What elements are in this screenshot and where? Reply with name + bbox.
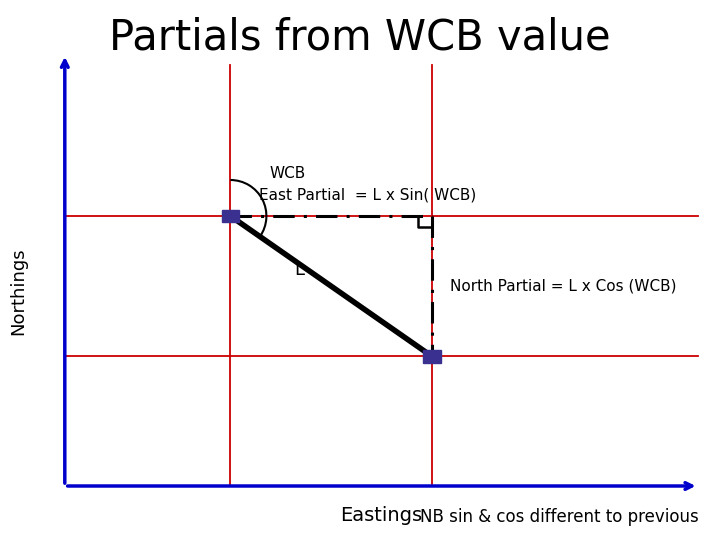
Text: East Partial  = L x Sin( WCB): East Partial = L x Sin( WCB) — [258, 187, 476, 202]
Text: WCB: WCB — [270, 166, 306, 181]
Text: NB sin & cos different to previous: NB sin & cos different to previous — [420, 509, 698, 526]
Text: North Partial = L x Cos (WCB): North Partial = L x Cos (WCB) — [450, 279, 677, 294]
Text: Northings: Northings — [9, 248, 27, 335]
Text: Partials from WCB value: Partials from WCB value — [109, 17, 611, 59]
Bar — [423, 350, 441, 363]
Bar — [222, 210, 239, 222]
Text: L: L — [294, 261, 304, 279]
Text: Eastings: Eastings — [341, 506, 423, 525]
